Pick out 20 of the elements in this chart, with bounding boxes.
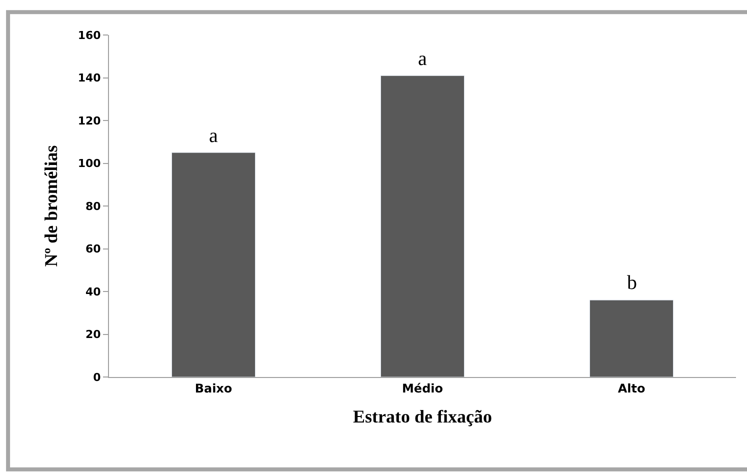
- y-tick-label: 140: [78, 72, 102, 85]
- bar: [380, 75, 465, 377]
- x-axis-title: Estrato de fixação: [353, 406, 492, 426]
- annotation: b: [627, 272, 637, 294]
- y-tick-label: 120: [78, 114, 102, 128]
- y-tick-label: 0: [93, 370, 102, 384]
- y-tick-label: 40: [85, 285, 102, 298]
- y-tick-label: 20: [85, 328, 102, 342]
- x-tick-label: Médio: [402, 381, 444, 396]
- y-tick-label: 160: [78, 28, 102, 42]
- annotation: a: [418, 48, 427, 70]
- x-tick-label: Baixo: [194, 381, 232, 396]
- y-tick-label: 80: [85, 200, 102, 213]
- y-tick-label: 60: [85, 242, 102, 256]
- bar: [171, 152, 256, 377]
- y-axis-title: Nº de bromélias: [41, 145, 62, 267]
- annotation: a: [209, 125, 218, 147]
- y-tick-label: 100: [78, 157, 102, 170]
- x-tick-label: Alto: [618, 381, 646, 396]
- bar: [589, 300, 674, 377]
